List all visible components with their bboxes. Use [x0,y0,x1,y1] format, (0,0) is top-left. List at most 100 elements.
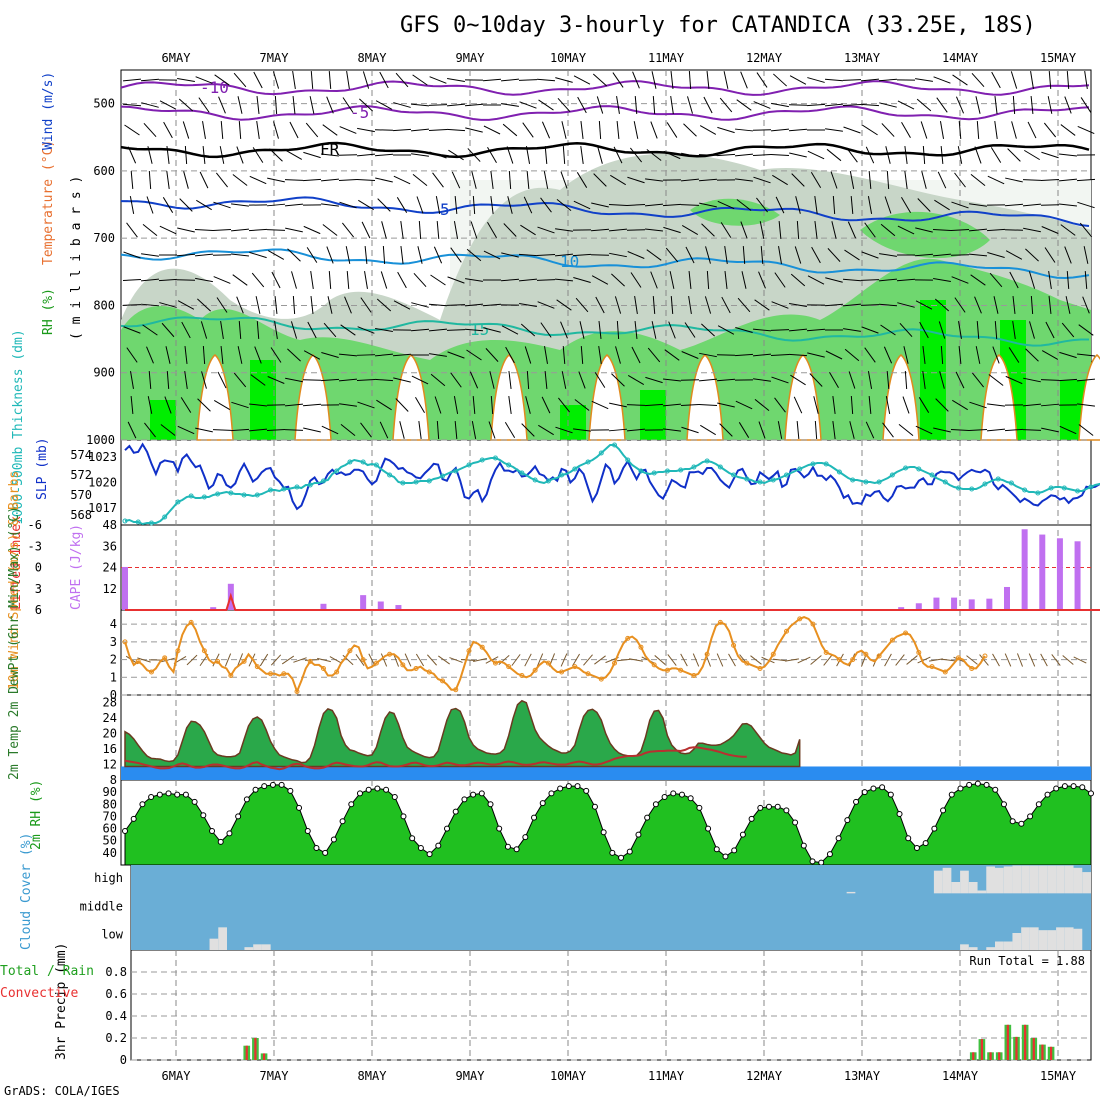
wind-barb [954,297,966,313]
wind-barb [955,96,965,114]
surface-wind-barb [473,658,487,662]
wind-barb [284,179,304,181]
wind-barb [238,120,242,140]
wind-barb [646,249,662,261]
wind-barb [734,153,754,157]
wind-barb [844,348,860,362]
cloud-bar-low [1064,927,1074,950]
wind-speed-line-marker [903,630,909,636]
wind-speed-line-marker [797,616,803,622]
wind-barb [524,346,532,364]
wind-barb [974,146,982,164]
wind-barb [651,71,657,89]
wind-barb [166,146,170,164]
wind-barb [809,373,823,387]
temp-tick-4: 24 [103,711,117,725]
wind-barb [195,76,213,84]
wind-barb [381,221,387,239]
thickness-line-marker [559,472,565,478]
surface-wind-barb [966,655,978,665]
rh-marker [783,807,790,814]
thickness-tick-2: 570 [70,488,92,502]
rh-marker [705,825,712,832]
rh-marker [1018,820,1025,827]
wind-barb [321,425,339,435]
thickness-line-marker [664,468,670,474]
thickness-axis-label: 1000-500mb Thickness (dm) [11,329,26,525]
cape-bar [898,607,905,610]
wind-barb [238,320,242,340]
wind-barb [573,277,591,283]
wind-barb [662,403,682,407]
date-label-top-9: 15MAY [1040,51,1077,65]
wind-barb [719,423,733,437]
wind-barb [573,428,591,432]
wind-barb [736,199,752,211]
cloud-bar-low [244,947,254,950]
footer-credit: GrADS: COLA/IGES [4,1084,120,1098]
cloud-bar-high [1073,867,1083,894]
wind-barb [274,321,278,339]
cloud-bar-low [1056,927,1065,950]
wind-barb [561,121,567,139]
wind-barb [309,96,315,114]
wind-barb [393,102,411,108]
cloud-bar-high [1038,865,1048,894]
wind-barb [218,96,226,114]
wind-barb [200,321,208,339]
wind-barb [971,372,985,388]
wind-barb [681,225,699,235]
wind-barb [374,378,394,382]
precip-total-label: Total / Rain [0,964,94,979]
wind-barb [142,223,158,237]
wind-tick-1: 1 [110,670,117,684]
rh-marker [548,790,555,797]
wind-barb [670,295,674,315]
upper-wind-barbs [122,70,1096,440]
wind-barb [934,199,950,211]
thickness-line-marker [1061,485,1067,491]
wind-barb [706,270,710,290]
wind-barb [580,146,584,164]
wind-barb [303,350,321,360]
rh-marker [766,803,772,810]
wind-barb [886,370,890,390]
wind-barb [670,96,674,114]
rh-marker [348,801,355,808]
wind-barb [122,304,142,306]
wind-barb [266,229,286,231]
wind-barb [310,70,314,90]
wind-barb [140,278,160,282]
wind-barb [163,121,173,139]
cloud-tick-1: middle [80,899,123,913]
cloud-bar-high [986,866,995,894]
thickness-line-marker [294,484,300,490]
wind-barb [307,321,317,339]
wind-barb [842,303,862,307]
wind-barb [902,396,910,414]
rh-tick-4: 80 [103,797,117,811]
wind-barb [595,296,605,314]
wind-barb [194,229,214,231]
rh-marker [670,790,677,797]
wind-barb [166,370,170,390]
surface-wind-barb [728,653,736,667]
wind-barb [380,271,388,289]
wind-barb [867,371,873,389]
precip-convective-bar [989,1052,992,1060]
rh-marker [478,790,485,797]
wind-barb [1028,271,1036,289]
wind-barb [556,299,572,311]
surface-wind-barb [293,657,307,663]
isotherm-label-4: 10 [560,252,579,271]
rh-marker [591,803,598,810]
wind-barb [158,278,178,282]
wind-barb [560,171,568,189]
wind-barb [807,77,825,83]
rh-marker [252,786,259,793]
wind-barb [717,325,735,335]
wind-barb [216,297,228,313]
wind-barb [1077,403,1095,407]
wind-barb [860,304,880,306]
